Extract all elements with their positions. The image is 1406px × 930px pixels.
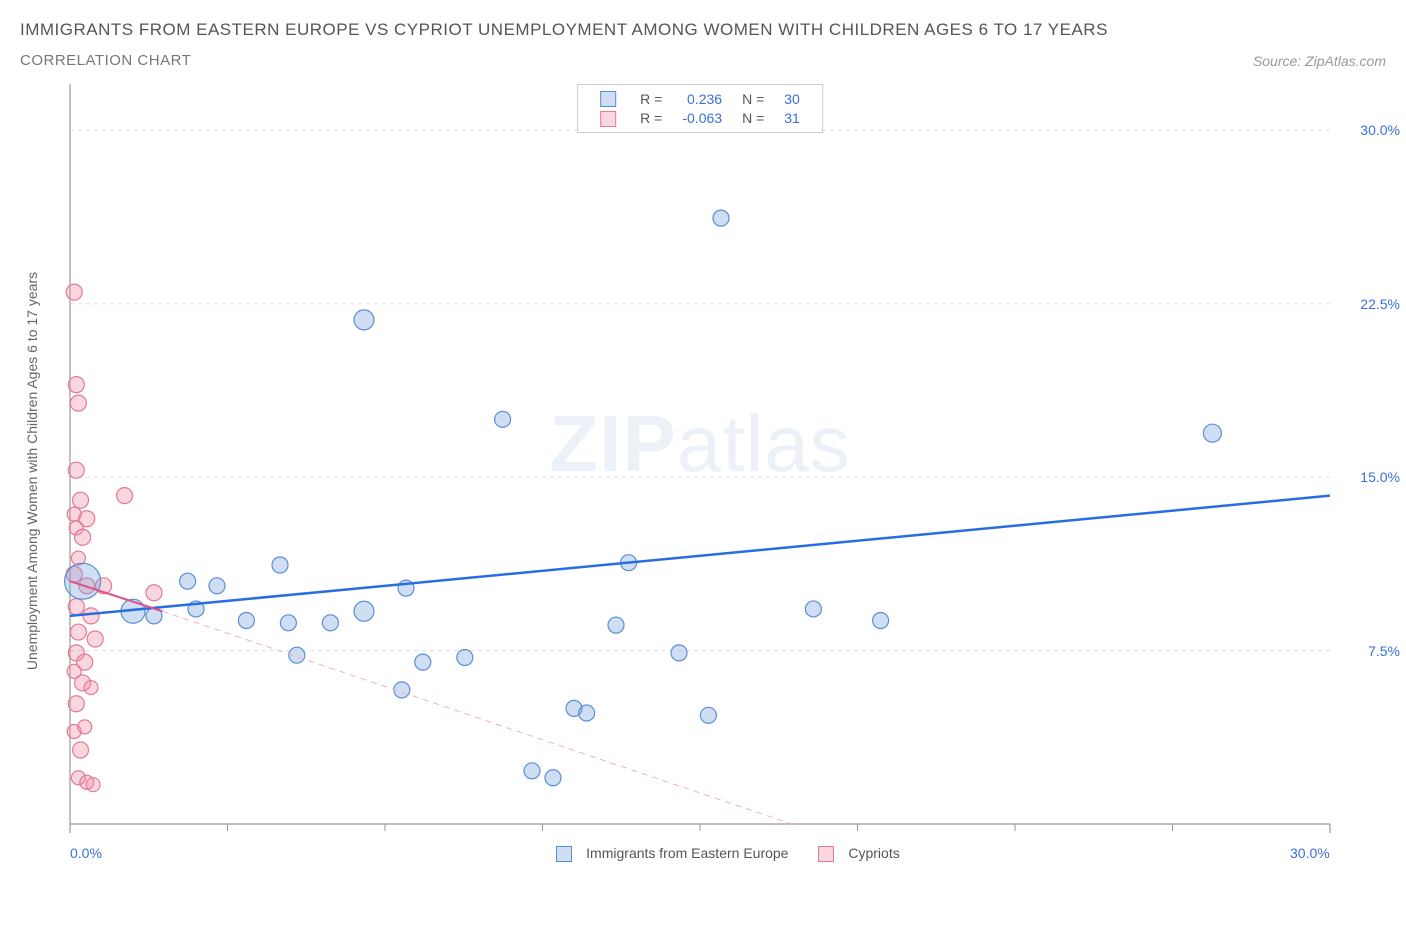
scatter-point (873, 613, 889, 629)
scatter-point (75, 529, 91, 545)
chart-container: Unemployment Among Women with Children A… (60, 79, 1386, 862)
y-tick-label: 15.0% (1360, 469, 1400, 485)
scatter-point (280, 615, 296, 631)
scatter-point (238, 613, 254, 629)
scatter-point (70, 624, 86, 640)
legend-item: Cypriots (808, 845, 899, 861)
scatter-point (83, 608, 99, 624)
scatter-point (700, 707, 716, 723)
scatter-point (457, 650, 473, 666)
scatter-point (545, 770, 561, 786)
scatter-point (415, 654, 431, 670)
scatter-point (579, 705, 595, 721)
scatter-point (84, 681, 98, 695)
scatter-point (322, 615, 338, 631)
scatter-point (713, 210, 729, 226)
scatter-point (73, 492, 89, 508)
scatter-point (354, 310, 374, 330)
scatter-point (608, 617, 624, 633)
y-tick-label: 22.5% (1360, 296, 1400, 312)
scatter-point (180, 573, 196, 589)
chart-subtitle: CORRELATION CHART (20, 52, 191, 69)
trend-line (70, 496, 1330, 616)
legend-stats: R =0.236N =30R =-0.063N =31 (577, 84, 823, 133)
subtitle-row: CORRELATION CHART Source: ZipAtlas.com (20, 52, 1386, 69)
scatter-point (805, 601, 821, 617)
scatter-point (78, 720, 92, 734)
scatter-point (209, 578, 225, 594)
legend-bottom: Immigrants from Eastern Europe Cypriots (60, 845, 1386, 862)
scatter-chart-svg (60, 79, 1340, 839)
chart-plot-area: ZIPatlas 7.5%15.0%22.5%30.0%0.0%30.0%R =… (60, 79, 1340, 839)
scatter-point (272, 557, 288, 573)
scatter-point (68, 462, 84, 478)
scatter-point (524, 763, 540, 779)
y-tick-label: 30.0% (1360, 122, 1400, 138)
scatter-point (70, 395, 86, 411)
scatter-point (1203, 424, 1221, 442)
scatter-point (68, 696, 84, 712)
scatter-point (73, 742, 89, 758)
scatter-point (87, 631, 103, 647)
scatter-point (66, 284, 82, 300)
trend-line-extension (162, 611, 791, 824)
scatter-point (671, 645, 687, 661)
y-axis-label: Unemployment Among Women with Children A… (24, 272, 40, 670)
legend-item: Immigrants from Eastern Europe (546, 845, 788, 861)
source-attribution: Source: ZipAtlas.com (1253, 53, 1386, 69)
scatter-point (117, 488, 133, 504)
x-tick-label: 0.0% (70, 845, 102, 861)
scatter-point (68, 377, 84, 393)
scatter-point (354, 601, 374, 621)
scatter-point (86, 778, 100, 792)
scatter-point (68, 599, 84, 615)
chart-title: IMMIGRANTS FROM EASTERN EUROPE VS CYPRIO… (20, 20, 1386, 40)
scatter-point (146, 585, 162, 601)
y-tick-label: 7.5% (1368, 643, 1400, 659)
scatter-point (495, 411, 511, 427)
x-tick-label: 30.0% (1290, 845, 1330, 861)
